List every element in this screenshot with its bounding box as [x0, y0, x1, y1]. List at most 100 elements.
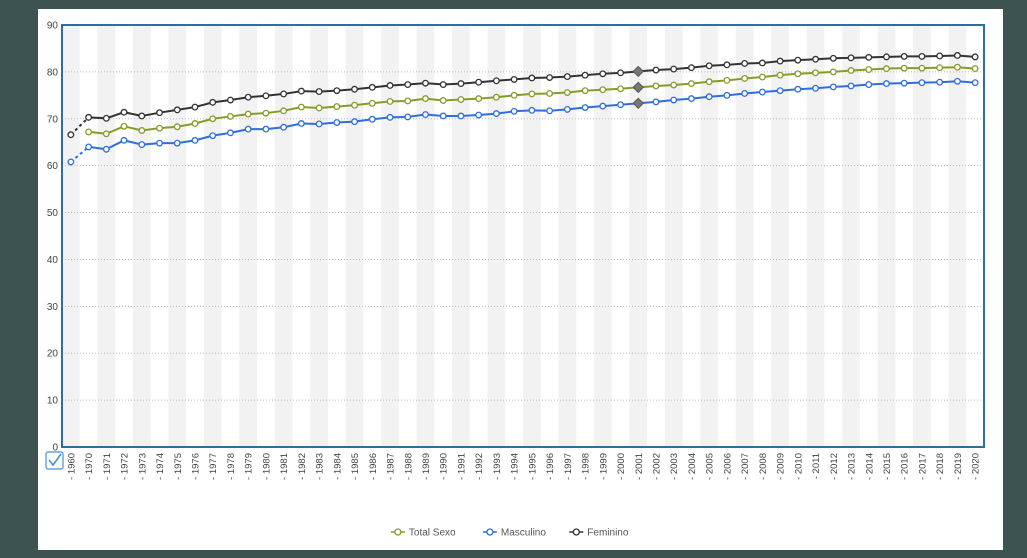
data-point[interactable]	[936, 52, 944, 60]
data-point[interactable]	[475, 111, 483, 119]
data-point-highlighted[interactable]	[632, 81, 644, 94]
data-point[interactable]	[422, 111, 429, 119]
data-point[interactable]	[528, 106, 536, 114]
data-point[interactable]	[705, 93, 713, 101]
data-point[interactable]	[404, 113, 412, 121]
data-point[interactable]	[209, 132, 217, 140]
data-point[interactable]	[918, 64, 926, 72]
data-point[interactable]	[723, 91, 731, 99]
data-point[interactable]	[173, 139, 181, 147]
data-point[interactable]	[226, 129, 234, 137]
data-point[interactable]	[475, 78, 483, 86]
data-point[interactable]	[67, 158, 75, 166]
data-point[interactable]	[794, 70, 802, 78]
data-point[interactable]	[847, 82, 855, 90]
data-point[interactable]	[829, 68, 837, 76]
data-point[interactable]	[297, 120, 305, 127]
legend-item[interactable]: Masculino	[482, 528, 546, 539]
data-point[interactable]	[244, 93, 252, 101]
data-point[interactable]	[546, 107, 554, 115]
data-point[interactable]	[244, 125, 252, 133]
data-point[interactable]	[138, 141, 146, 149]
data-point[interactable]	[599, 70, 607, 78]
data-point[interactable]	[741, 90, 749, 97]
data-point[interactable]	[865, 81, 873, 88]
data-point[interactable]	[333, 87, 341, 95]
legend-item[interactable]: Feminino	[569, 528, 629, 539]
legend-item[interactable]: Total Sexo	[390, 528, 456, 539]
data-point[interactable]	[422, 79, 429, 87]
data-point[interactable]	[315, 88, 323, 96]
data-point[interactable]	[368, 83, 376, 91]
data-point[interactable]	[670, 96, 678, 104]
data-point[interactable]	[280, 107, 288, 115]
data-point[interactable]	[120, 136, 128, 144]
data-point[interactable]	[173, 123, 181, 131]
data-point[interactable]	[492, 110, 500, 118]
data-point[interactable]	[563, 73, 571, 81]
data-point[interactable]	[687, 64, 695, 72]
data-point[interactable]	[191, 120, 199, 127]
data-point[interactable]	[528, 74, 536, 82]
data-point[interactable]	[546, 74, 554, 81]
data-point[interactable]	[687, 80, 695, 88]
data-point[interactable]	[262, 125, 270, 133]
data-point[interactable]	[918, 79, 926, 87]
data-point[interactable]	[244, 110, 252, 118]
data-point[interactable]	[386, 113, 394, 121]
data-point[interactable]	[191, 136, 199, 144]
data-point[interactable]	[652, 98, 660, 106]
data-point[interactable]	[102, 145, 110, 153]
data-point[interactable]	[900, 52, 908, 60]
data-point[interactable]	[315, 104, 323, 112]
data-point[interactable]	[563, 89, 571, 96]
data-point[interactable]	[812, 55, 820, 63]
data-point[interactable]	[102, 130, 110, 138]
data-point[interactable]	[439, 112, 447, 120]
data-point[interactable]	[652, 66, 660, 74]
data-point[interactable]	[209, 115, 217, 123]
data-point[interactable]	[847, 54, 855, 62]
data-point[interactable]	[138, 112, 146, 120]
data-point[interactable]	[758, 73, 766, 81]
data-point[interactable]	[581, 71, 589, 79]
data-point[interactable]	[599, 102, 607, 110]
data-point[interactable]	[351, 85, 359, 93]
data-point[interactable]	[280, 123, 288, 131]
data-point[interactable]	[581, 104, 589, 111]
data-point[interactable]	[670, 65, 678, 73]
data-point[interactable]	[262, 109, 270, 117]
data-point[interactable]	[156, 139, 163, 147]
data-point-highlighted[interactable]	[632, 97, 644, 110]
data-point[interactable]	[829, 83, 837, 91]
data-point[interactable]	[156, 124, 163, 132]
data-point[interactable]	[492, 93, 500, 101]
data-point[interactable]	[439, 97, 447, 104]
data-point[interactable]	[209, 98, 217, 106]
data-point[interactable]	[510, 75, 518, 83]
data-point[interactable]	[262, 92, 270, 100]
data-point[interactable]	[971, 65, 979, 73]
data-point[interactable]	[883, 65, 890, 73]
data-point[interactable]	[67, 131, 75, 139]
data-point[interactable]	[138, 127, 146, 134]
data-point[interactable]	[599, 86, 607, 94]
data-point[interactable]	[776, 87, 784, 95]
data-point[interactable]	[812, 84, 820, 92]
data-point[interactable]	[173, 106, 181, 114]
data-point[interactable]	[386, 97, 394, 105]
data-point[interactable]	[191, 103, 199, 111]
data-point[interactable]	[528, 90, 536, 98]
data-point[interactable]	[794, 85, 802, 93]
data-point[interactable]	[297, 103, 305, 111]
data-point[interactable]	[776, 57, 784, 65]
data-point[interactable]	[457, 80, 465, 88]
data-point[interactable]	[953, 63, 961, 71]
data-point[interactable]	[705, 78, 713, 86]
data-point[interactable]	[883, 80, 890, 88]
data-point[interactable]	[936, 64, 944, 72]
data-point[interactable]	[794, 56, 802, 64]
data-point[interactable]	[829, 54, 837, 62]
data-point[interactable]	[85, 143, 93, 151]
data-point[interactable]	[226, 96, 234, 104]
